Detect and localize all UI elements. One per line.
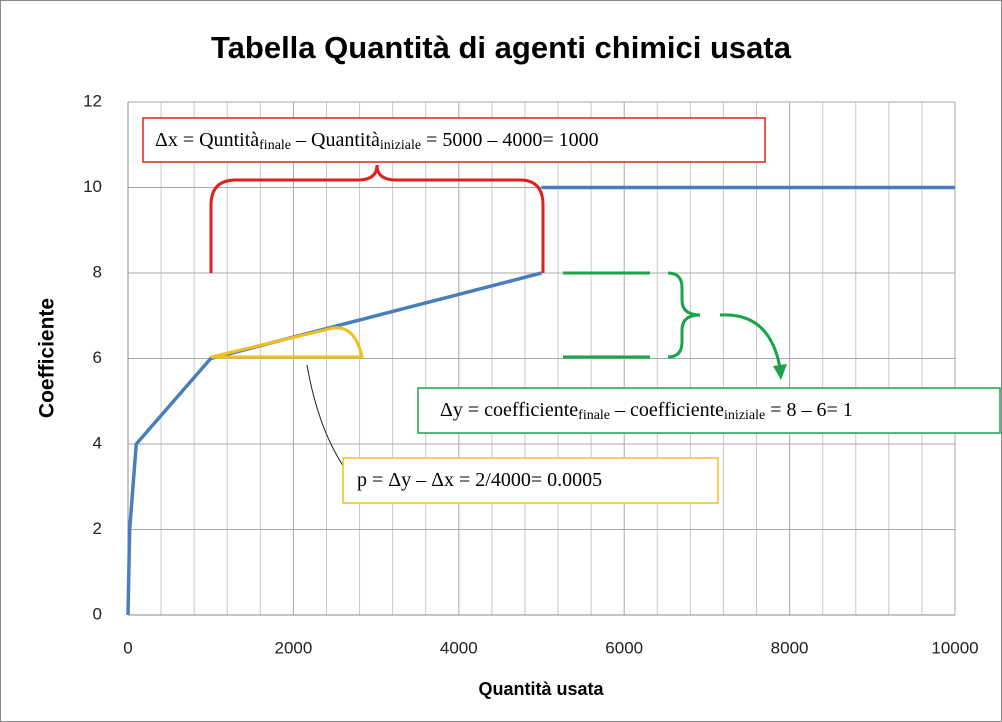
annotation-text: Δx = Quntità: [155, 129, 259, 151]
y-tick-label: 12: [83, 91, 102, 110]
annotation-subscript: iniziale: [380, 138, 421, 153]
green-bracket: [667, 271, 701, 359]
y-tick-label: 6: [93, 348, 102, 367]
x-tick-label: 8000: [771, 638, 809, 657]
annotation: Δx = Quntitàfinale – Quantitàiniziale = …: [155, 129, 599, 154]
annotation-text: = 8 – 6= 1: [765, 399, 853, 421]
annotation-box: [417, 387, 1001, 434]
x-tick-label: 0: [123, 638, 132, 657]
chart-title: Tabella Quantità di agenti chimici usata: [211, 30, 792, 65]
annotation-text: p = Δy – Δx = 2/4000= 0.0005: [357, 469, 602, 491]
annotation-text: = 5000 – 4000= 1000: [421, 129, 599, 151]
red-bracket: [209, 164, 545, 273]
slope-triangle: [210, 326, 364, 359]
x-tick-label: 2000: [274, 638, 312, 657]
annotation: p = Δy – Δx = 2/4000= 0.0005: [357, 469, 602, 491]
annotation-box: [342, 457, 719, 504]
y-tick-label: 2: [93, 519, 102, 538]
y-tick-label: 4: [93, 433, 102, 452]
annotation-subscript: finale: [259, 138, 291, 153]
annotation-subscript: iniziale: [724, 408, 765, 423]
annotation-text: – coefficiente: [610, 399, 724, 421]
x-axis-label: Quantità usata: [478, 679, 604, 699]
green-guides: [563, 271, 650, 359]
annotation-subscript: finale: [578, 408, 610, 423]
y-tick-label: 8: [93, 262, 102, 281]
green-arrowhead: [773, 364, 787, 380]
x-tick-label: 6000: [605, 638, 643, 657]
annotation: Δy = coefficientefinale – coefficientein…: [440, 399, 853, 424]
y-axis-label: Coefficiente: [36, 298, 59, 418]
green-arrow: [719, 313, 782, 369]
annotation-text: – Quantità: [291, 129, 380, 151]
annotation-text: Δy = coefficiente: [440, 399, 578, 421]
y-tick-label: 10: [83, 177, 102, 196]
y-tick-label: 0: [93, 604, 102, 623]
x-tick-label: 4000: [440, 638, 478, 657]
annotation-box: [142, 117, 766, 163]
x-tick-label: 10000: [931, 638, 978, 657]
